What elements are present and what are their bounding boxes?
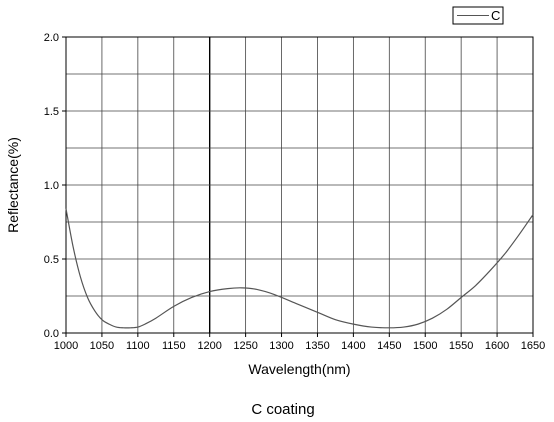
x-tick-label: 1150: [162, 340, 186, 352]
x-tick-label: 1550: [449, 340, 473, 352]
legend-label-c: C: [491, 8, 500, 23]
series-line-c: [65, 208, 534, 329]
y-tick-label: 0.5: [44, 254, 59, 266]
y-tick-label: 0.0: [44, 328, 59, 340]
x-tick-label: 1500: [413, 340, 437, 352]
x-axis-title: Wavelength(nm): [248, 361, 350, 377]
series-layer: [65, 208, 534, 329]
x-tick-label: 1450: [377, 340, 401, 352]
x-tick-label: 1650: [521, 340, 545, 352]
grid: [65, 36, 534, 334]
x-tick-label: 1000: [54, 340, 78, 352]
x-tick-label: 1400: [341, 340, 365, 352]
y-axis-title: Reflectance(%): [5, 137, 21, 233]
axis-ticks: 1000 1050 1100 1150 1200 1250 1300 1350 1400 1450…: [44, 32, 546, 352]
x-tick-label: 1250: [233, 340, 257, 352]
x-tick-label: 1600: [485, 340, 509, 352]
y-tick-label: 1.0: [44, 180, 59, 192]
x-tick-label: 1200: [197, 340, 221, 352]
x-tick-label: 1050: [90, 340, 114, 352]
y-tick-label: 2.0: [44, 32, 59, 44]
x-tick-label: 1300: [269, 340, 293, 352]
legend: C: [452, 6, 504, 25]
x-tick-label: 1350: [305, 340, 329, 352]
chart-caption: C coating: [251, 401, 314, 418]
y-tick-label: 1.5: [44, 106, 59, 118]
x-tick-label: 1100: [126, 340, 150, 352]
